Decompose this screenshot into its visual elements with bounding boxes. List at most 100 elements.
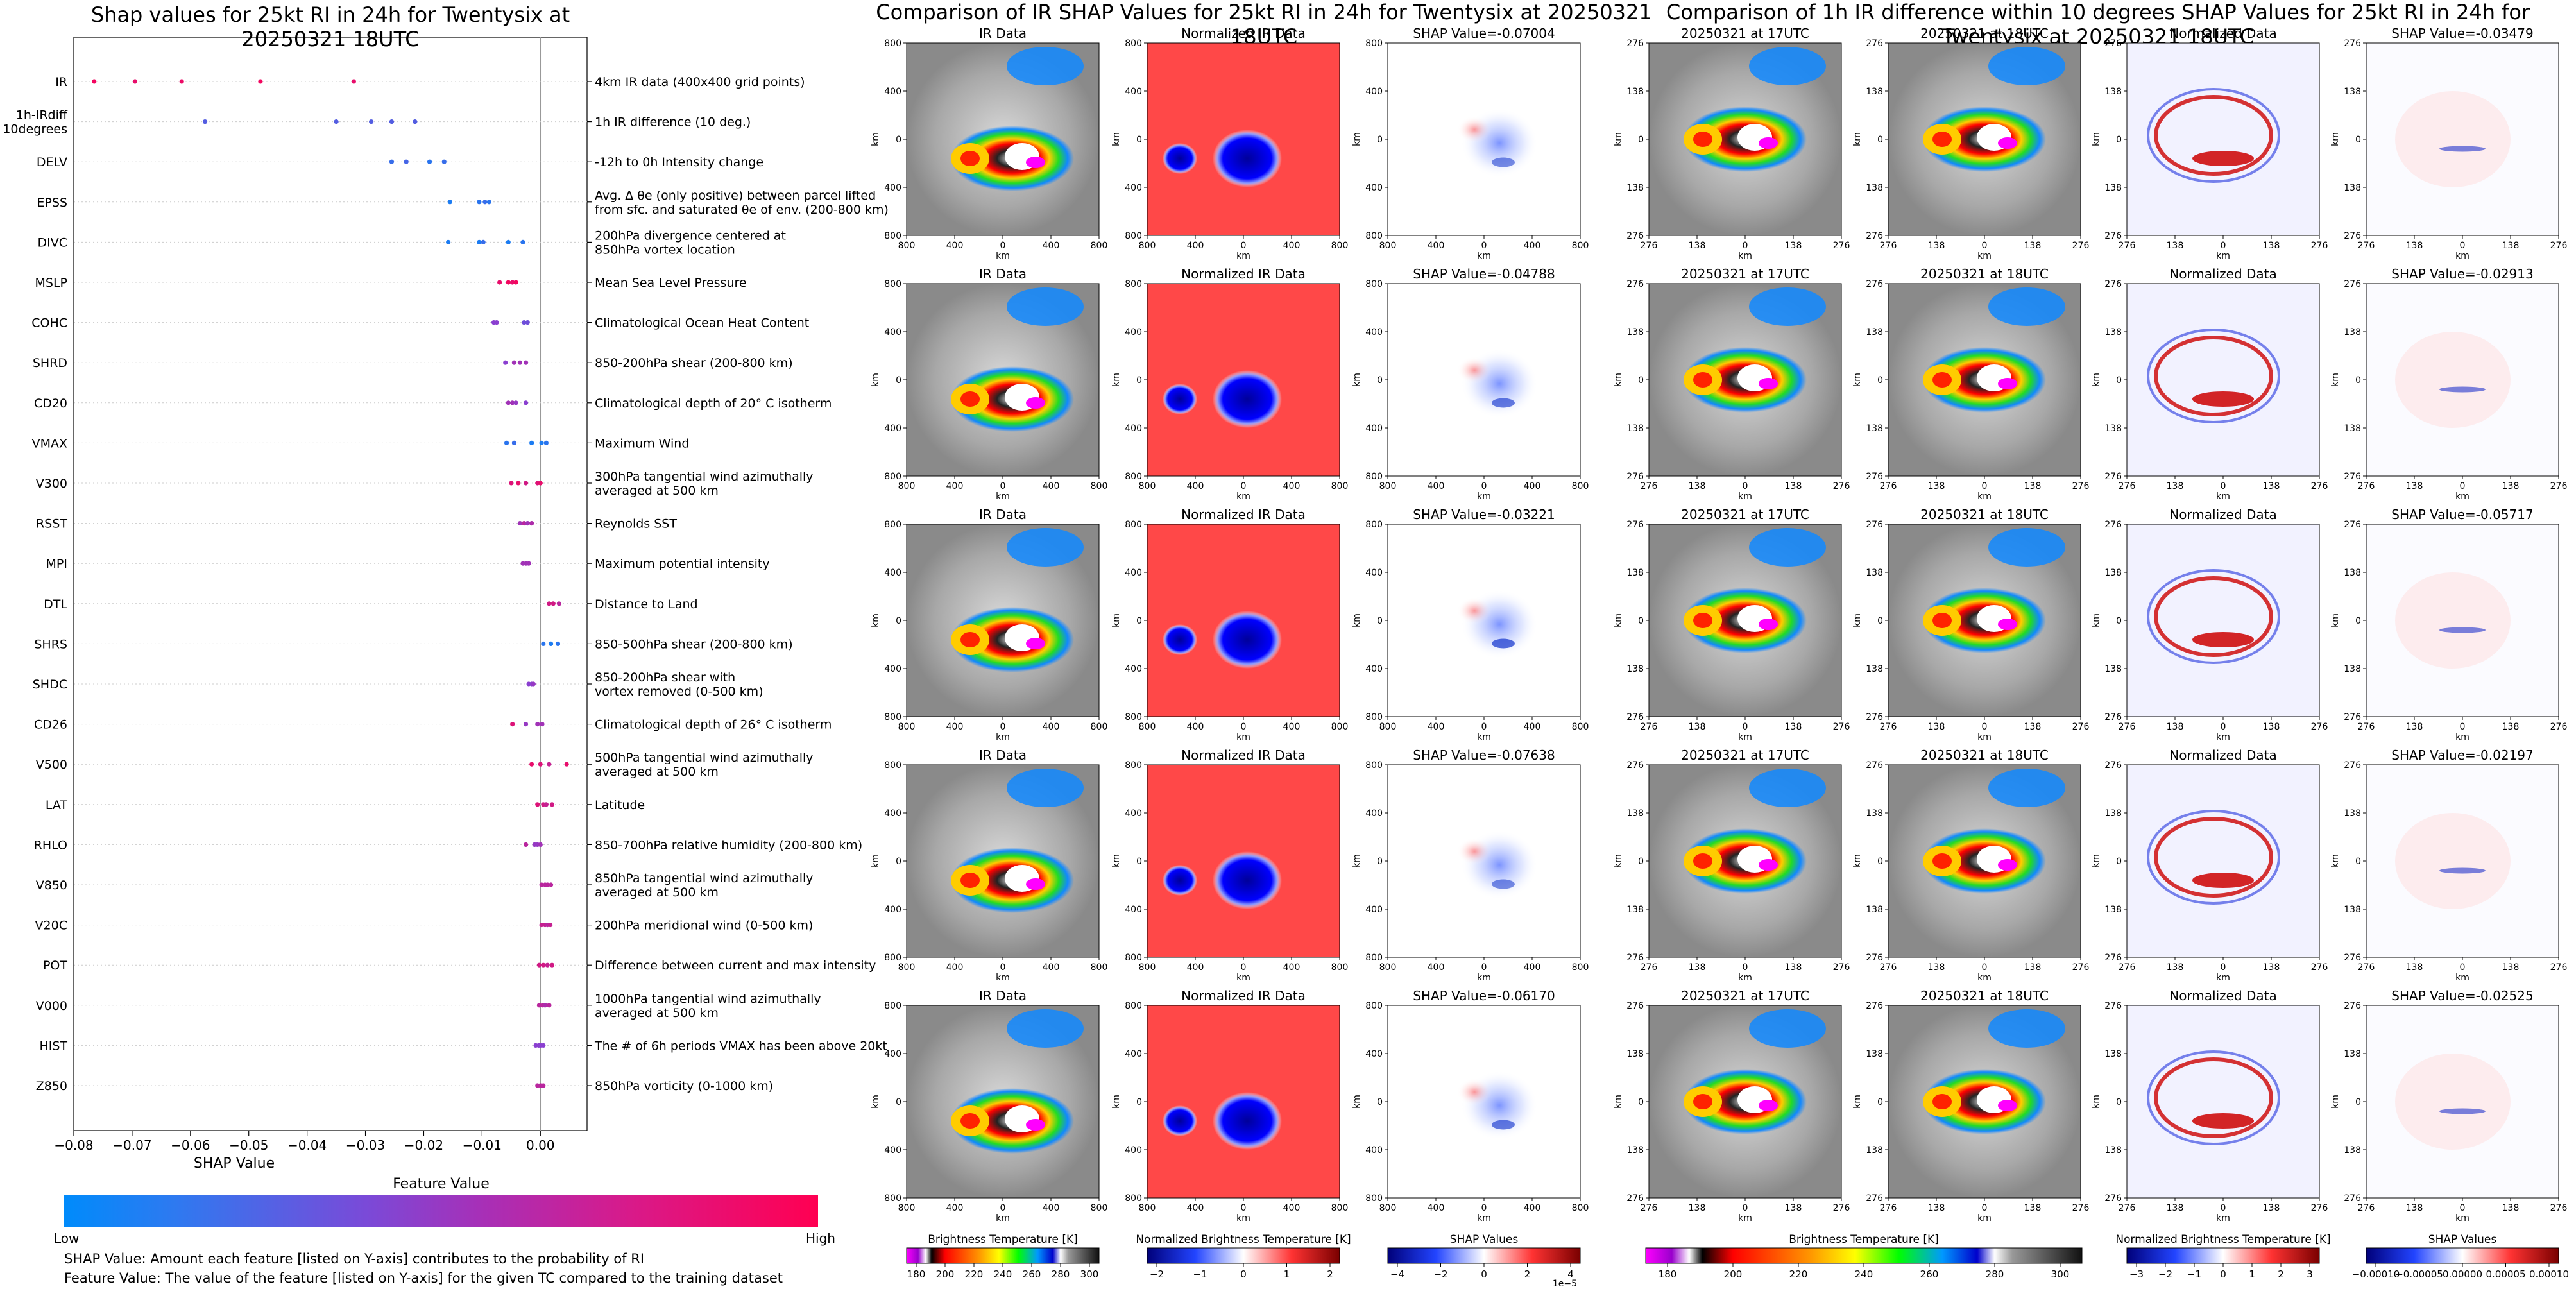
- ir-storm-west-core: [1932, 1094, 1952, 1109]
- panel-y-tick-label: 0: [896, 1097, 901, 1107]
- ir-storm-west-core: [1932, 132, 1952, 147]
- shap-point: [539, 882, 544, 887]
- panel-x-tick-label: 138: [1785, 1203, 1802, 1213]
- note-shap-value: SHAP Value: Amount each feature [listed …: [64, 1251, 645, 1267]
- panel-title: SHAP Value=-0.06170: [1413, 988, 1555, 1003]
- panel-x-tick-label: 0: [1481, 1203, 1487, 1213]
- panel-x-tick-label: 0: [2221, 962, 2226, 973]
- panel-x-axis-label: km: [1977, 732, 1992, 742]
- feature-name-line: Z850: [36, 1079, 67, 1093]
- diff-ring-red: [2154, 336, 2273, 416]
- panel-y-tick-label: 276: [1626, 953, 1644, 963]
- colorbar-strip: [1387, 1247, 1581, 1264]
- norm-storm-west: [1163, 143, 1197, 174]
- panel-x-tick-label: 0: [1481, 241, 1487, 251]
- feature-description: Maximum potential intensity: [595, 557, 770, 571]
- feature-description-line: averaged at 500 km: [595, 1006, 719, 1020]
- panel-y-tick-label: 0: [896, 375, 901, 386]
- panel-y-axis-label: km: [2330, 854, 2341, 868]
- panel-y-tick-label: 400: [1365, 905, 1383, 915]
- panel-y-tick-label: 276: [1866, 1001, 1883, 1011]
- shap-point: [543, 802, 549, 807]
- panel-y-tick-label: 276: [2104, 1193, 2122, 1204]
- panel-y-tick-label: 138: [1866, 1049, 1883, 1059]
- feature-name-line: V500: [36, 758, 67, 772]
- feature-name-label: LAT: [46, 798, 68, 812]
- shap-point: [413, 119, 418, 124]
- panel-x-tick-label: 276: [2550, 1203, 2568, 1213]
- shap-point: [529, 762, 534, 767]
- shap-point: [538, 762, 543, 767]
- panel-x-tick-label: 138: [1785, 241, 1802, 251]
- panel-y-axis-label: km: [2330, 1095, 2341, 1109]
- feature-description: 850-200hPa shear (200-800 km): [595, 356, 793, 370]
- panel-x-tick-label: 138: [2167, 722, 2184, 732]
- panel-y-tick-label: 138: [1866, 327, 1883, 337]
- colorbar-strip: [2366, 1247, 2559, 1264]
- feature-name-line: RSST: [36, 517, 67, 531]
- feature-description: -12h to 0h Intensity change: [595, 155, 763, 169]
- panel-x-tick-label: 276: [1880, 722, 1897, 732]
- feature-name-line: DIVC: [38, 235, 68, 250]
- panel-x-tick-label: 276: [1833, 1203, 1850, 1213]
- ir-cloud-band: [1007, 528, 1084, 567]
- panel-x-tick-label: 800: [898, 722, 916, 732]
- colorbar-tick-label: −1: [1193, 1268, 1207, 1280]
- panel-y-tick-label: 138: [1626, 327, 1644, 337]
- feature-description-line: 850-200hPa shear with: [595, 670, 735, 685]
- panel-x-tick-label: 400: [1187, 241, 1204, 251]
- feature-name-line: SHDC: [33, 678, 67, 692]
- shap-red-blob: [1457, 597, 1492, 624]
- panel-y-tick-label: 276: [2344, 231, 2361, 241]
- panel-x-tick-label: 800: [1572, 241, 1589, 251]
- panel-x-tick-label: 276: [1880, 481, 1897, 491]
- panel-x-tick-label: 138: [2406, 241, 2423, 251]
- feature-value-colorbar-title: Feature Value: [393, 1176, 490, 1192]
- feature-name-label: IR: [55, 75, 67, 89]
- panel-y-tick-label: 0: [1638, 616, 1644, 626]
- feature-description-line: -12h to 0h Intensity change: [595, 155, 763, 169]
- diff-background: [2127, 524, 2319, 717]
- feature-name-label: DELV: [37, 155, 67, 169]
- panel-y-tick-label: 800: [1125, 279, 1142, 289]
- shap-point: [549, 962, 555, 968]
- feature-name-label: RSST: [36, 517, 67, 531]
- panel-y-tick-label: 276: [2344, 38, 2361, 49]
- panel-y-tick-label: 800: [884, 1193, 901, 1204]
- panel-title: Normalized IR Data: [1181, 747, 1306, 763]
- panel-y-tick-label: 0: [1136, 375, 1142, 386]
- shap-dark-spot: [1492, 157, 1515, 167]
- panel-x-tick-label: 138: [2167, 1203, 2184, 1213]
- panel-x-tick-label: 0: [1481, 722, 1487, 732]
- panel-x-tick-label: 276: [2311, 481, 2328, 491]
- panel-x-axis-label: km: [2455, 973, 2469, 983]
- panel-y-tick-label: 276: [2104, 712, 2122, 722]
- panel-y-tick-label: 138: [1866, 905, 1883, 915]
- feature-description: 200hPa meridional wind (0-500 km): [595, 919, 813, 933]
- colorbar-tick-label: 1: [2249, 1268, 2255, 1280]
- panel-y-tick-label: 800: [1125, 520, 1142, 530]
- panel-y-tick-label: 400: [1365, 87, 1383, 97]
- ir-storm-magenta: [1759, 1100, 1778, 1111]
- panel-y-tick-label: 400: [884, 87, 901, 97]
- panel-title: Normalized Data: [2169, 26, 2277, 41]
- panel-x-tick-label: 400: [1524, 962, 1541, 973]
- panel-x-tick-label: 400: [1428, 962, 1445, 973]
- panel-x-tick-label: 138: [1689, 722, 1706, 732]
- shap-point: [545, 882, 550, 887]
- x-axis-label: SHAP Value: [194, 1156, 275, 1172]
- note-feature-value: Feature Value: The value of the feature …: [64, 1270, 783, 1286]
- shap-point: [427, 159, 432, 164]
- feature-description-line: Distance to Land: [595, 597, 698, 611]
- diff-background: [2127, 43, 2319, 235]
- feature-description-line: averaged at 500 km: [595, 484, 719, 498]
- panel-y-tick-label: 276: [1626, 520, 1644, 530]
- panel-y-tick-label: 138: [2104, 87, 2122, 97]
- shap-point: [538, 842, 543, 847]
- shap-point: [334, 119, 339, 124]
- panel-y-tick-label: 800: [1365, 760, 1383, 771]
- colorbar-tick-label: 2: [1327, 1268, 1333, 1280]
- diff-ring-blue: [2147, 329, 2280, 423]
- panel-x-tick-label: 800: [898, 962, 916, 973]
